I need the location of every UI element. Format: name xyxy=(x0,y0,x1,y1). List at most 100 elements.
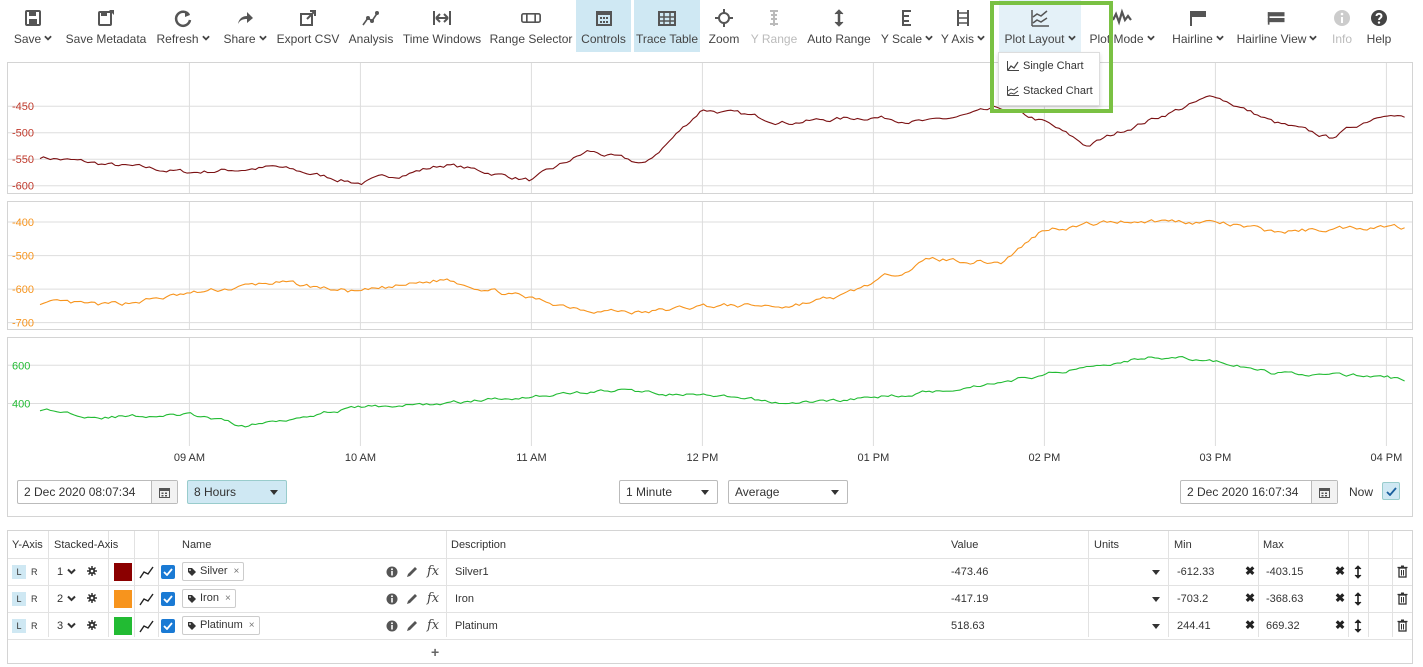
toolbar-share-button[interactable]: Share xyxy=(216,0,274,52)
left-axis-toggle[interactable]: L xyxy=(12,619,26,633)
visible-checkbox[interactable] xyxy=(161,619,175,633)
gear-icon[interactable] xyxy=(87,593,97,603)
right-axis-toggle[interactable]: R xyxy=(31,567,38,577)
silver-chart-panel[interactable]: -450 -500 -550 -600 xyxy=(7,62,1413,194)
clear-min-icon[interactable]: ✖ xyxy=(1245,564,1256,578)
toolbar-refresh-button[interactable]: Refresh xyxy=(152,0,214,52)
toolbar-save-metadata-button[interactable]: Save Metadata xyxy=(63,0,149,52)
toolbar-help-button[interactable]: Help xyxy=(1362,0,1396,52)
left-axis-toggle[interactable]: L xyxy=(12,592,26,606)
clear-min-icon[interactable]: ✖ xyxy=(1245,591,1256,605)
gear-icon[interactable] xyxy=(87,566,97,576)
toolbar-controls-button[interactable]: Controls xyxy=(576,0,631,52)
trace-color-swatch[interactable] xyxy=(114,617,132,635)
toolbar-time-windows-button[interactable]: Time Windows xyxy=(400,0,484,52)
menu-item-stacked-chart[interactable]: Stacked Chart xyxy=(999,78,1099,103)
auto-range-icon[interactable] xyxy=(1354,619,1362,633)
toolbar-export-csv-button[interactable]: Export CSV xyxy=(276,0,340,52)
trace-color-swatch[interactable] xyxy=(114,563,132,581)
toolbar-hairline-view-button[interactable]: Hairline View xyxy=(1232,0,1322,52)
clear-max-icon[interactable]: ✖ xyxy=(1335,591,1346,605)
auto-range-icon[interactable] xyxy=(1354,592,1362,606)
toolbar-info-button[interactable]: Info xyxy=(1326,0,1358,52)
right-axis-toggle[interactable]: R xyxy=(31,621,38,631)
units-dropdown-icon[interactable] xyxy=(1152,570,1160,575)
auto-range-icon[interactable] xyxy=(1354,565,1362,579)
formula-icon[interactable]: fx xyxy=(427,564,440,579)
add-trace-icon[interactable]: + xyxy=(431,644,440,660)
trace-max[interactable]: -368.63 xyxy=(1266,593,1304,605)
platinum-chart-panel[interactable]: 600 400 09 AM 10 AM 11 AM 12 PM 01 PM 02 PM 03 P… xyxy=(7,337,1413,472)
platinum-chart[interactable]: 600 400 09 AM 10 AM 11 AM 12 PM 01 PM 02 PM 03 P… xyxy=(8,338,1412,471)
trash-icon[interactable] xyxy=(1397,592,1408,605)
toolbar-plot-mode-button[interactable]: Plot Mode xyxy=(1084,0,1160,52)
units-dropdown-icon[interactable] xyxy=(1152,597,1160,602)
iron-chart-panel[interactable]: -400 -500 -600 -700 xyxy=(7,201,1413,330)
trash-icon[interactable] xyxy=(1397,565,1408,578)
remove-tag-icon[interactable]: × xyxy=(224,593,231,604)
chevron-down-icon[interactable] xyxy=(67,595,76,602)
toolbar-plot-layout-button[interactable]: Plot Layout xyxy=(999,0,1081,52)
trace-min[interactable]: -612.33 xyxy=(1177,566,1215,578)
left-axis-toggle[interactable]: L xyxy=(12,565,26,579)
formula-icon[interactable]: fx xyxy=(427,618,440,633)
menu-item-single-chart[interactable]: Single Chart xyxy=(999,53,1099,78)
silver-chart[interactable]: -450 -500 -550 -600 xyxy=(8,63,1412,193)
toolbar-analysis-button[interactable]: Analysis xyxy=(344,0,398,52)
clear-max-icon[interactable]: ✖ xyxy=(1335,618,1346,632)
toolbar-zoom-button[interactable]: Zoom xyxy=(702,0,746,52)
toolbar-hairline-button[interactable]: Hairline xyxy=(1162,0,1234,52)
calendar-icon[interactable] xyxy=(1311,481,1337,503)
trace-name-tag[interactable]: Platinum × xyxy=(182,616,260,635)
line-style-icon[interactable] xyxy=(139,566,154,579)
info-icon[interactable] xyxy=(386,566,398,578)
toolbar-save-button[interactable]: Save xyxy=(4,0,62,52)
line-style-icon[interactable] xyxy=(139,620,154,633)
end-date-input[interactable]: 2 Dec 2020 16:07:34 xyxy=(1180,480,1338,504)
interval-select[interactable]: 1 Minute xyxy=(619,480,718,504)
toolbar-range-selector-button[interactable]: Range Selector xyxy=(487,0,575,52)
info-icon[interactable] xyxy=(386,620,398,632)
toolbar-y-range-button[interactable]: Y Range xyxy=(751,0,797,52)
toolbar-auto-range-button[interactable]: Auto Range xyxy=(804,0,874,52)
pencil-icon[interactable] xyxy=(406,593,418,605)
line-style-icon[interactable] xyxy=(139,593,154,606)
iron-chart[interactable]: -400 -500 -600 -700 xyxy=(8,202,1412,329)
trace-min[interactable]: -703.2 xyxy=(1177,593,1209,605)
trace-min[interactable]: 244.41 xyxy=(1177,620,1211,632)
gear-icon[interactable] xyxy=(87,620,97,630)
toolbar-trace-table-button[interactable]: Trace Table xyxy=(634,0,700,52)
aggregation-select[interactable]: Average xyxy=(728,480,848,504)
chevron-down-icon[interactable] xyxy=(67,568,76,575)
trash-icon[interactable] xyxy=(1397,619,1408,632)
trace-max[interactable]: 669.32 xyxy=(1266,620,1300,632)
trace-max[interactable]: -403.15 xyxy=(1266,566,1304,578)
formula-icon[interactable]: fx xyxy=(427,591,440,606)
units-dropdown-icon[interactable] xyxy=(1152,624,1160,629)
trace-name-tag[interactable]: Iron × xyxy=(182,589,236,608)
visible-checkbox[interactable] xyxy=(161,565,175,579)
pencil-icon[interactable] xyxy=(406,620,418,632)
visible-checkbox[interactable] xyxy=(161,592,175,606)
pencil-icon[interactable] xyxy=(406,566,418,578)
iron-series-line[interactable] xyxy=(39,219,1405,315)
plot-layout-menu: Single Chart Stacked Chart xyxy=(998,52,1100,106)
remove-tag-icon[interactable]: × xyxy=(233,566,240,577)
chevron-down-icon[interactable] xyxy=(67,622,76,629)
duration-select[interactable]: 8 Hours xyxy=(187,480,287,504)
start-date-input[interactable]: 2 Dec 2020 08:07:34 xyxy=(17,480,178,504)
toolbar-y-scale-button[interactable]: Y Scale xyxy=(877,0,937,52)
now-checkbox[interactable] xyxy=(1382,482,1400,500)
platinum-series-line[interactable] xyxy=(39,356,1405,428)
clear-min-icon[interactable]: ✖ xyxy=(1245,618,1256,632)
trace-name-tag[interactable]: Silver × xyxy=(182,562,245,581)
remove-tag-icon[interactable]: × xyxy=(248,620,255,631)
calendar-icon[interactable] xyxy=(151,481,177,503)
toolbar-y-axis-button[interactable]: Y Axis xyxy=(940,0,986,52)
right-axis-toggle[interactable]: R xyxy=(31,594,38,604)
silver-series-line[interactable] xyxy=(39,95,1405,186)
clear-max-icon[interactable]: ✖ xyxy=(1335,564,1346,578)
info-icon[interactable] xyxy=(386,593,398,605)
trace-color-swatch[interactable] xyxy=(114,590,132,608)
chevron-down-icon xyxy=(701,490,709,495)
